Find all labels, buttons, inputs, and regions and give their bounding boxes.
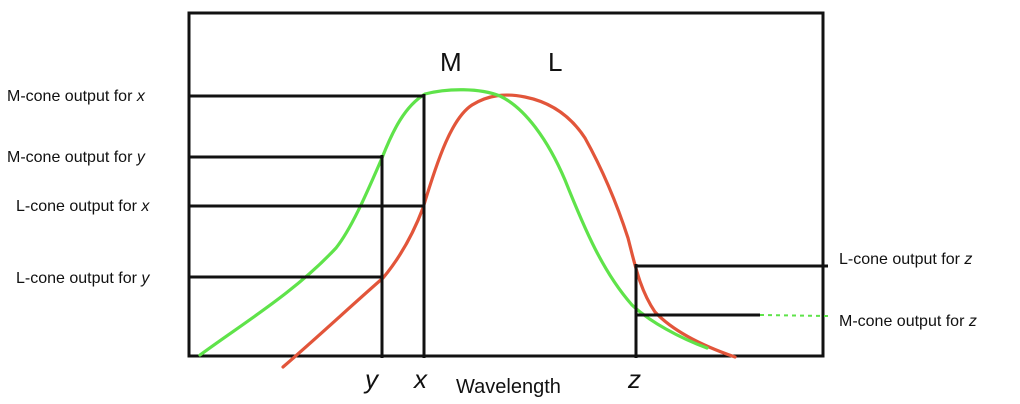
- annotation-var: z: [963, 251, 972, 268]
- m-curve-label: M: [440, 47, 462, 77]
- l-curve-label: L: [548, 47, 562, 77]
- wavelength-mark-y: y: [363, 364, 380, 394]
- m-cone-curve: [198, 88, 709, 357]
- annotation-var: x: [136, 88, 146, 105]
- left-annotation-l-x: L-cone output for x: [16, 198, 150, 215]
- left-annotation-m-x: M-cone output for x: [7, 88, 146, 105]
- right-annotation-l-z: L-cone output for z: [839, 251, 972, 268]
- right-annotation-m-z: M-cone output for z: [839, 313, 977, 330]
- annotation-text: M-cone output for: [7, 88, 137, 105]
- annotation-text: M-cone output for: [7, 149, 137, 166]
- m-z-dash-right: [759, 314, 829, 317]
- annotation-var: y: [140, 270, 150, 287]
- wavelength-mark-z: z: [627, 364, 641, 394]
- plot-frame: [187, 11, 825, 358]
- annotation-text: L-cone output for: [16, 198, 141, 215]
- annotation-var: z: [968, 313, 977, 330]
- wavelength-mark-x: x: [412, 364, 428, 394]
- left-annotation-m-y: M-cone output for y: [7, 149, 146, 166]
- annotation-var: y: [136, 149, 146, 166]
- axis-label: Wavelength: [456, 376, 561, 398]
- left-annotation-l-y: L-cone output for y: [16, 270, 150, 287]
- annotation-text: M-cone output for: [839, 313, 969, 330]
- l-cone-curve: [281, 93, 737, 369]
- annotation-var: x: [140, 198, 150, 215]
- annotation-text: L-cone output for: [839, 251, 964, 268]
- annotation-text: L-cone output for: [16, 270, 141, 287]
